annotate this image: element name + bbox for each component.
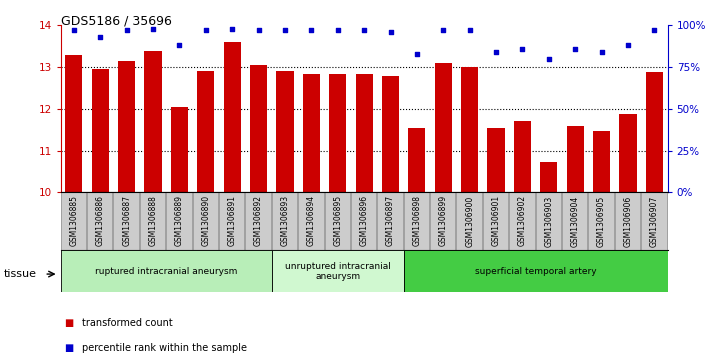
Point <box>464 28 476 33</box>
Point <box>491 49 502 55</box>
Bar <box>356 74 373 192</box>
Text: GSM1306898: GSM1306898 <box>413 195 421 246</box>
Bar <box>65 54 82 192</box>
Text: GSM1306890: GSM1306890 <box>201 195 211 246</box>
Bar <box>144 51 161 192</box>
Text: GSM1306895: GSM1306895 <box>333 195 342 246</box>
Bar <box>514 121 531 192</box>
Point <box>411 51 423 57</box>
Point <box>253 28 264 33</box>
Text: GSM1306896: GSM1306896 <box>360 195 368 246</box>
Text: GSM1306894: GSM1306894 <box>307 195 316 246</box>
Text: GSM1306907: GSM1306907 <box>650 195 659 246</box>
Bar <box>329 74 346 192</box>
Point <box>121 28 132 33</box>
Point <box>68 28 79 33</box>
Text: GDS5186 / 35696: GDS5186 / 35696 <box>61 15 171 28</box>
Bar <box>250 65 267 192</box>
Text: GSM1306903: GSM1306903 <box>544 195 553 246</box>
Point <box>543 56 555 62</box>
FancyBboxPatch shape <box>403 250 668 292</box>
Bar <box>197 71 214 192</box>
Text: GSM1306906: GSM1306906 <box>623 195 633 246</box>
Bar <box>303 74 320 192</box>
Text: percentile rank within the sample: percentile rank within the sample <box>82 343 247 354</box>
Point <box>94 34 106 40</box>
Point <box>623 42 634 48</box>
Point <box>174 42 185 48</box>
Text: GSM1306899: GSM1306899 <box>439 195 448 246</box>
FancyBboxPatch shape <box>61 250 272 292</box>
Point <box>279 28 291 33</box>
Point <box>200 28 211 33</box>
Bar <box>118 61 135 192</box>
Bar <box>488 128 505 192</box>
Text: unruptured intracranial
aneurysm: unruptured intracranial aneurysm <box>285 262 391 281</box>
Text: GSM1306904: GSM1306904 <box>570 195 580 246</box>
Bar <box>567 126 584 192</box>
Bar <box>91 69 109 192</box>
Bar <box>408 128 426 192</box>
Text: GSM1306897: GSM1306897 <box>386 195 395 246</box>
Bar <box>593 131 610 192</box>
Bar <box>646 72 663 192</box>
Text: GSM1306887: GSM1306887 <box>122 195 131 246</box>
Bar <box>382 76 399 192</box>
Point <box>226 26 238 32</box>
Text: transformed count: transformed count <box>82 318 173 328</box>
Text: GSM1306893: GSM1306893 <box>281 195 289 246</box>
Point <box>649 28 660 33</box>
Point <box>438 28 449 33</box>
Bar <box>276 71 293 192</box>
Text: GSM1306891: GSM1306891 <box>228 195 237 246</box>
Point <box>570 46 581 52</box>
Point <box>306 28 317 33</box>
Point <box>596 49 608 55</box>
Text: GSM1306905: GSM1306905 <box>597 195 606 246</box>
Text: GSM1306892: GSM1306892 <box>254 195 263 246</box>
Text: GSM1306885: GSM1306885 <box>69 195 79 246</box>
Bar <box>435 63 452 192</box>
Text: GSM1306886: GSM1306886 <box>96 195 105 246</box>
FancyBboxPatch shape <box>272 250 403 292</box>
Point <box>332 28 343 33</box>
Point <box>358 28 370 33</box>
Text: ■: ■ <box>64 343 74 354</box>
Text: ■: ■ <box>64 318 74 328</box>
Text: GSM1306902: GSM1306902 <box>518 195 527 246</box>
Point <box>385 29 396 35</box>
Text: GSM1306889: GSM1306889 <box>175 195 184 246</box>
Text: tissue: tissue <box>4 269 36 279</box>
Text: GSM1306901: GSM1306901 <box>491 195 501 246</box>
Bar <box>620 114 637 192</box>
Bar <box>171 107 188 192</box>
Bar <box>461 67 478 192</box>
Text: GSM1306888: GSM1306888 <box>149 195 158 246</box>
Point <box>147 26 159 32</box>
Bar <box>223 42 241 192</box>
Text: superficial temporal artery: superficial temporal artery <box>475 267 596 276</box>
Bar <box>540 162 558 192</box>
Text: GSM1306900: GSM1306900 <box>466 195 474 246</box>
Text: ruptured intracranial aneurysm: ruptured intracranial aneurysm <box>95 267 238 276</box>
Point <box>517 46 528 52</box>
